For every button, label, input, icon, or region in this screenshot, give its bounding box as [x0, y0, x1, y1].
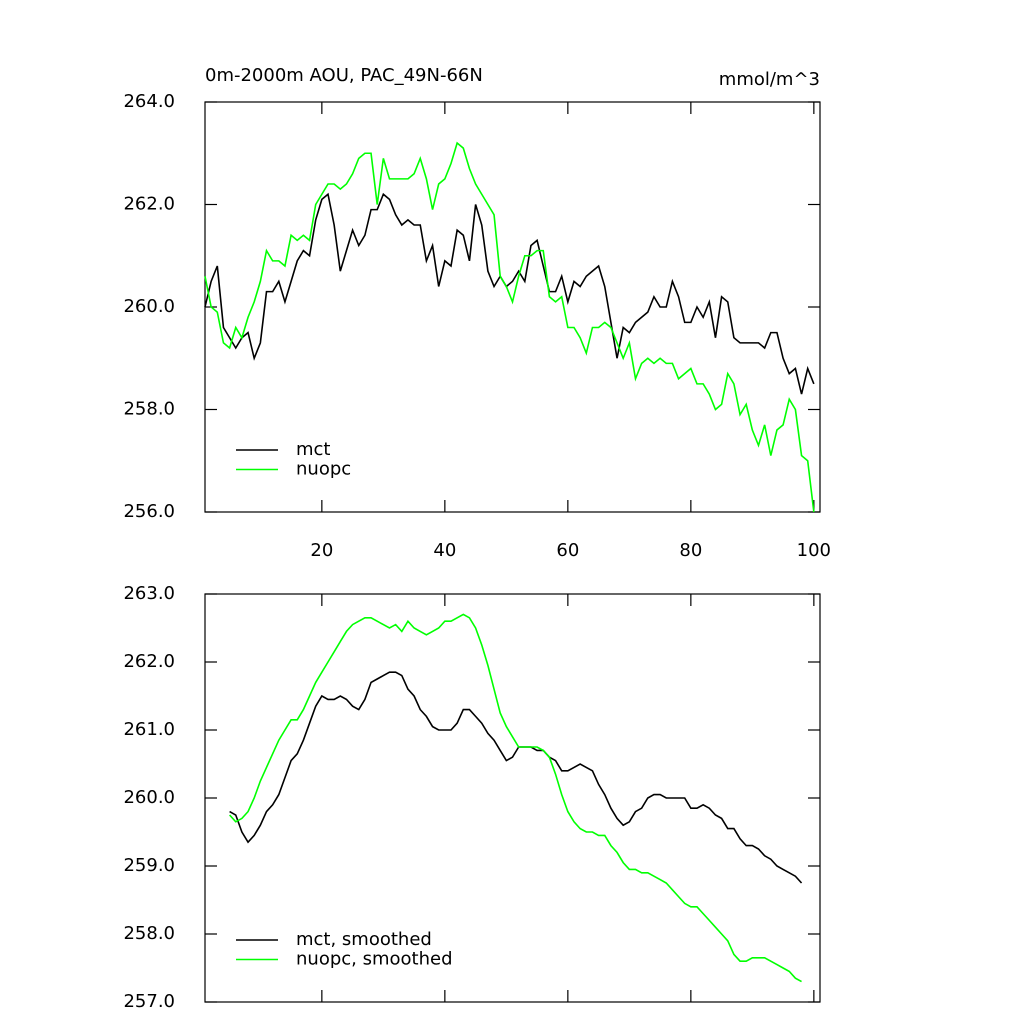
y-tick-label: 258.0 — [123, 399, 175, 420]
series-line — [229, 671, 803, 884]
y-tick-label: 260.0 — [123, 296, 175, 317]
y-tick-label: 259.0 — [123, 855, 175, 876]
y-tick-label: 256.0 — [123, 501, 175, 522]
x-tick-label: 100 — [797, 540, 831, 561]
y-tick-label: 263.0 — [123, 583, 175, 604]
series-line — [204, 192, 815, 395]
y-tick-label: 258.0 — [123, 923, 175, 944]
legend-label: nuopc — [296, 459, 351, 480]
y-tick-label: 262.0 — [123, 194, 175, 215]
x-tick-label: 40 — [433, 540, 456, 561]
y-tick-label: 257.0 — [123, 991, 175, 1012]
series-line — [204, 141, 815, 513]
x-tick-label: 60 — [556, 540, 579, 561]
x-tick-label: 20 — [310, 540, 333, 561]
x-tick-label: 80 — [679, 540, 702, 561]
y-tick-label: 262.0 — [123, 651, 175, 672]
y-tick-label: 261.0 — [123, 719, 175, 740]
legend-label: mct, smoothed — [296, 929, 432, 950]
y-tick-label: 264.0 — [123, 91, 175, 112]
legend-label: mct — [296, 439, 331, 460]
y-tick-label: 260.0 — [123, 787, 175, 808]
series-line — [229, 613, 802, 983]
chart-title: 0m-2000m AOU, PAC_49N-66N — [205, 65, 483, 86]
legend-label: nuopc, smoothed — [296, 949, 453, 970]
units-label: mmol/m^3 — [719, 69, 820, 90]
